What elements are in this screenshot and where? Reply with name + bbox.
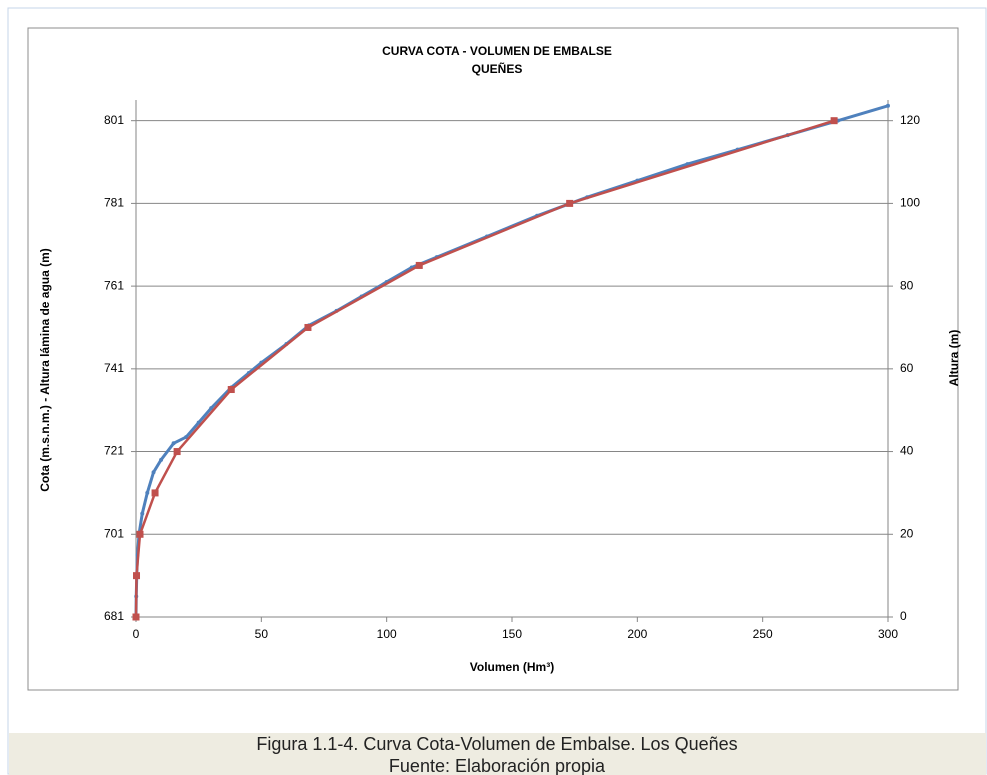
series-line bbox=[134, 119, 835, 618]
y-axis-label: Cota (m.s.n.m.) - Altura lámina de agua … bbox=[38, 248, 52, 492]
point bbox=[184, 435, 189, 440]
point bbox=[136, 530, 144, 538]
x-tick-label: 50 bbox=[255, 627, 269, 641]
point bbox=[151, 489, 159, 497]
point bbox=[140, 511, 145, 516]
point bbox=[159, 457, 164, 462]
y2-tick-label: 120 bbox=[900, 113, 920, 127]
x-tick-label: 100 bbox=[377, 627, 397, 641]
y-tick-label: 761 bbox=[104, 278, 124, 292]
point bbox=[415, 261, 423, 269]
point bbox=[196, 420, 201, 425]
caption-source: Fuente: Elaboración propia bbox=[389, 756, 606, 775]
y-tick-label: 701 bbox=[104, 526, 124, 540]
caption-box bbox=[9, 733, 986, 775]
point bbox=[145, 490, 150, 495]
point bbox=[171, 441, 176, 446]
point bbox=[133, 572, 141, 580]
point bbox=[886, 103, 890, 108]
point bbox=[209, 406, 214, 411]
y-tick-label: 681 bbox=[104, 609, 124, 623]
chart-frame bbox=[27, 27, 959, 691]
point bbox=[304, 323, 312, 331]
point bbox=[151, 470, 156, 475]
point bbox=[566, 199, 574, 207]
point bbox=[173, 448, 181, 456]
y2-tick-label: 20 bbox=[900, 526, 914, 540]
y-tick-label: 741 bbox=[104, 361, 124, 375]
x-tick-label: 0 bbox=[133, 627, 140, 641]
caption: Figura 1.1-4. Curva Cota-Volumen de Emba… bbox=[256, 734, 737, 754]
y2-axis-label: Altura (m) bbox=[947, 330, 961, 387]
y2-tick-label: 80 bbox=[900, 278, 914, 292]
y2-tick-label: 40 bbox=[900, 444, 914, 458]
chart-subtitle: QUEÑES bbox=[472, 61, 523, 76]
y-tick-label: 781 bbox=[104, 196, 124, 210]
series-line bbox=[134, 104, 889, 618]
y2-tick-label: 60 bbox=[900, 361, 914, 375]
x-tick-label: 150 bbox=[502, 627, 522, 641]
y-tick-label: 721 bbox=[104, 444, 124, 458]
y-tick-label: 801 bbox=[104, 113, 124, 127]
x-tick-label: 250 bbox=[753, 627, 773, 641]
x-tick-label: 300 bbox=[878, 627, 898, 641]
chart-title: CURVA COTA - VOLUMEN DE EMBALSE bbox=[382, 44, 612, 58]
x-axis-label: Volumen (Hm³) bbox=[470, 660, 554, 674]
point bbox=[830, 117, 838, 125]
point bbox=[227, 386, 235, 394]
y2-tick-label: 0 bbox=[900, 609, 907, 623]
x-tick-label: 200 bbox=[627, 627, 647, 641]
point bbox=[132, 613, 140, 621]
y2-tick-label: 100 bbox=[900, 196, 920, 210]
